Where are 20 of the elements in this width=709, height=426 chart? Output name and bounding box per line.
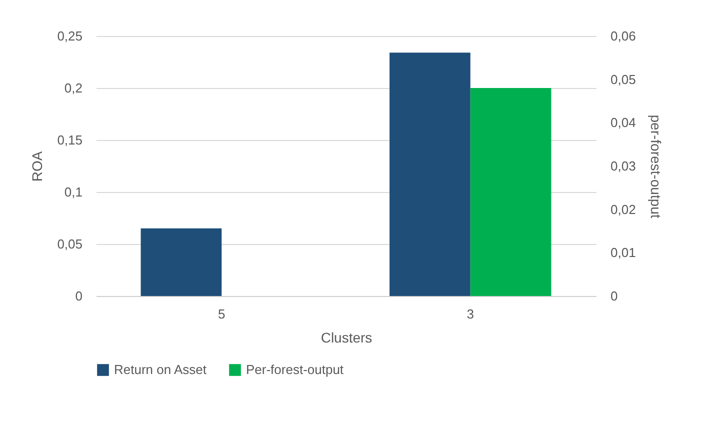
y2-tick-label: 0,05 <box>610 72 636 87</box>
y-tick-label: 0,05 <box>57 236 82 252</box>
y-tick-label: 0,1 <box>64 184 82 200</box>
x-tick-label: 3 <box>466 306 474 322</box>
y-tick-label: 0 <box>75 288 82 304</box>
y2-tick-label: 0,04 <box>610 115 636 130</box>
legend-label: Per-forest-output <box>246 362 344 377</box>
x-tick-label: 5 <box>218 306 226 322</box>
y-tick-label: 0,15 <box>57 132 82 148</box>
y2-tick-label: 0 <box>610 288 618 304</box>
y-axis-title: ROA <box>29 150 46 182</box>
y-tick-label: 0,2 <box>64 80 82 96</box>
y-tick-label: 0,25 <box>57 28 82 44</box>
legend-label: Return on Asset <box>114 362 207 377</box>
y2-tick-label: 0,03 <box>610 158 636 174</box>
x-axis-title: Clusters <box>320 330 372 346</box>
y2-tick-label: 0,06 <box>610 28 636 44</box>
y2-tick-label: 0,01 <box>610 245 636 260</box>
y2-tick-label: 0,02 <box>610 202 636 217</box>
y2-axis-title: per-forest-output <box>648 114 664 218</box>
